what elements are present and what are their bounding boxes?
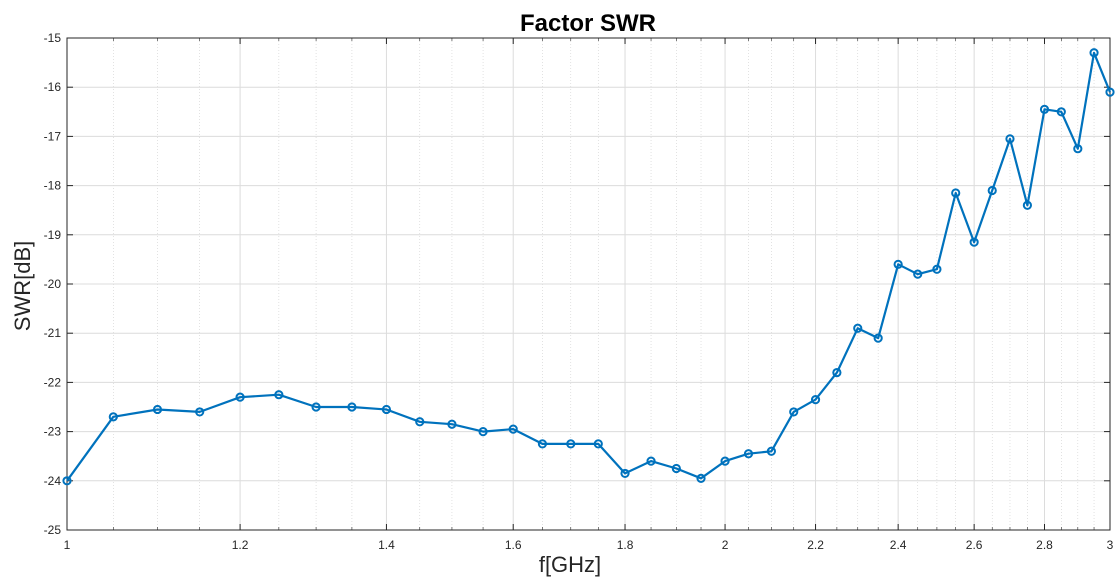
data-point (508, 424, 518, 434)
y-tick-label: -25 (44, 523, 62, 537)
data-point (311, 402, 321, 412)
y-tick-label: -19 (44, 228, 62, 242)
y-tick-label: -20 (44, 277, 62, 291)
data-point (274, 390, 284, 400)
y-tick-label: -15 (44, 31, 62, 45)
plot-frame (66, 37, 1111, 531)
data-point (235, 392, 245, 402)
y-tick-label: -17 (44, 129, 62, 143)
y-tick-label: -16 (44, 80, 62, 94)
data-point (969, 237, 979, 247)
data-point (951, 188, 961, 198)
x-tick-labels: 1 1.2 1.4 1.6 1.8 2 2.2 2.4 2.6 2.8 3 (64, 538, 1114, 552)
data-point (646, 456, 656, 466)
data-point (537, 439, 548, 449)
x-tick-label: 3 (1107, 538, 1114, 552)
x-tick-label: 1.4 (378, 538, 395, 552)
y-tick-label: -18 (44, 179, 62, 193)
data-point (873, 333, 883, 343)
data-point (893, 259, 903, 269)
data-point (1039, 104, 1050, 114)
data-point (347, 402, 357, 412)
data-point (620, 468, 630, 479)
x-tick-label: 2.8 (1036, 538, 1053, 552)
data-point (913, 269, 923, 279)
data-point (720, 456, 730, 466)
x-tick-label: 1.8 (617, 538, 634, 552)
data-point (1089, 48, 1099, 58)
data-point (415, 417, 425, 427)
major-grid (67, 38, 1110, 530)
data-point (810, 395, 821, 405)
y-tick-label: -23 (44, 425, 62, 439)
x-axis-label: f[GHz] (539, 552, 601, 577)
x-tick-label: 2.6 (966, 538, 983, 552)
data-point (932, 264, 942, 274)
y-tick-label: -24 (44, 474, 62, 488)
data-point (1073, 144, 1083, 154)
data-point (1022, 200, 1032, 210)
data-point (566, 439, 576, 449)
data-point (593, 439, 603, 449)
y-tick-label: -22 (44, 375, 62, 389)
data-point (108, 412, 118, 422)
data-point (447, 419, 457, 429)
series-line (66, 51, 1112, 482)
data-point (62, 476, 72, 486)
x-tick-label: 2 (722, 538, 729, 552)
data-point (696, 473, 706, 483)
y-tick-label: -21 (44, 326, 62, 340)
x-tick-label: 1 (64, 538, 71, 552)
data-point (381, 404, 392, 415)
data-point (766, 446, 776, 456)
data-point (195, 407, 205, 417)
data-point (853, 323, 863, 333)
y-tick-labels: -25 -24 -23 -22 -21 -20 -19 -18 -17 -16 -15 (44, 31, 62, 537)
series-layer (62, 48, 1115, 486)
y-axis-label: SWR[dB] (10, 241, 35, 331)
data-point (832, 367, 842, 378)
data-point (1005, 134, 1015, 144)
data-point (1105, 87, 1115, 97)
data-point (152, 404, 163, 415)
chart-title: Factor SWR (520, 10, 656, 37)
x-tick-label: 2.4 (890, 538, 907, 552)
data-point (1056, 107, 1066, 117)
x-tick-label: 1.2 (232, 538, 249, 552)
data-point (743, 449, 754, 459)
data-point (478, 427, 488, 437)
data-point (671, 463, 681, 474)
data-point (987, 185, 997, 196)
x-tick-label: 1.6 (505, 538, 522, 552)
data-point (789, 407, 799, 417)
x-tick-label: 2.2 (807, 538, 824, 552)
